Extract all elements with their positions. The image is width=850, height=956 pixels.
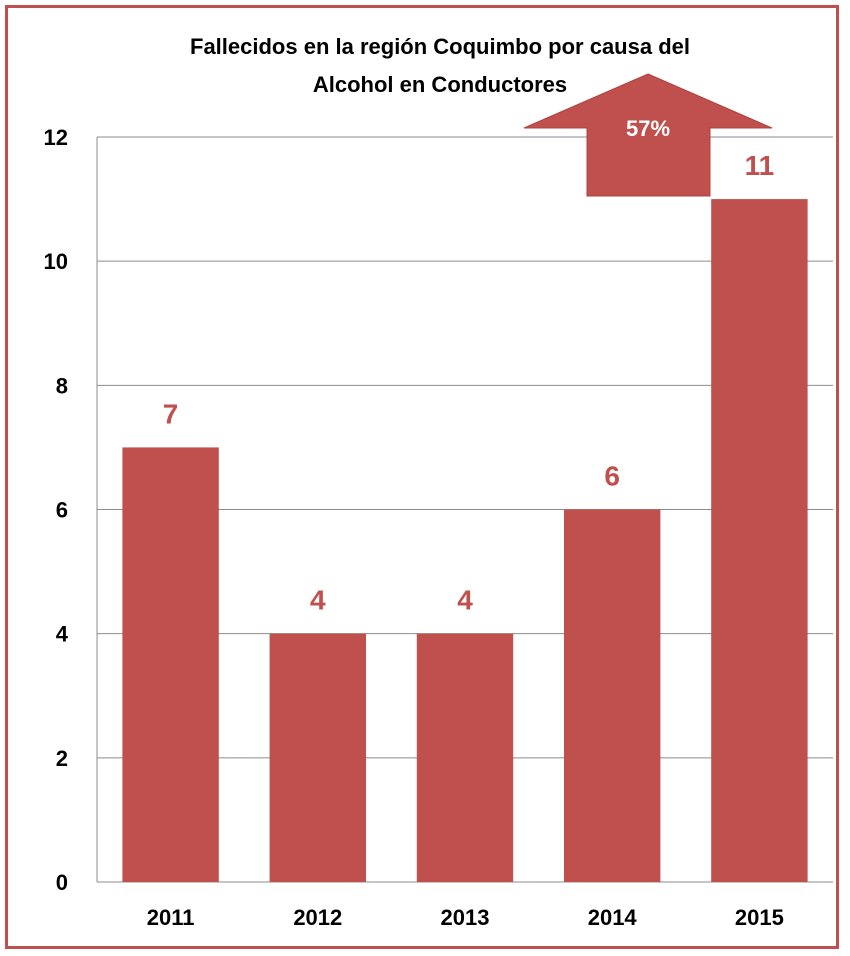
bar-2013: [416, 633, 514, 882]
y-tick-label-8: 8: [56, 373, 68, 398]
bar-2012: [269, 633, 367, 882]
increase-arrow: 57%: [523, 73, 773, 197]
bars: [122, 199, 808, 883]
data-label-2015: 11: [745, 150, 775, 181]
y-tick-label-12: 12: [44, 125, 68, 150]
x-tick-label-2011: 2011: [147, 905, 195, 930]
y-tick-label-2: 2: [56, 746, 68, 771]
bar-2014: [563, 509, 661, 882]
chart-title-line-1: Fallecidos en la región Coquimbo por cau…: [190, 34, 690, 59]
y-tick-label-6: 6: [56, 498, 68, 523]
data-labels: 7 4 4 6 11: [163, 150, 774, 616]
chart-title-line-2: Alcohol en Conductores: [313, 72, 567, 97]
increase-arrow-shape: [523, 73, 773, 197]
data-label-2013: 4: [457, 585, 473, 616]
bar-2011: [122, 447, 219, 882]
x-tick-label-2013: 2013: [441, 905, 490, 930]
y-axis-ticks: 0 2 4 6 8 10 12: [44, 125, 69, 895]
y-tick-label-0: 0: [56, 870, 68, 895]
bar-2015: [711, 199, 808, 883]
x-tick-label-2014: 2014: [588, 905, 638, 930]
data-label-2014: 6: [604, 461, 620, 492]
x-tick-label-2015: 2015: [735, 905, 784, 930]
y-tick-label-4: 4: [56, 622, 69, 647]
increase-percentage-label: 57%: [626, 116, 670, 141]
data-label-2012: 4: [310, 585, 326, 616]
data-label-2011: 7: [163, 398, 179, 429]
y-tick-label-10: 10: [44, 249, 68, 274]
x-tick-label-2012: 2012: [293, 905, 342, 930]
x-axis-ticks: 2011 2012 2013 2014 2015: [147, 905, 784, 930]
